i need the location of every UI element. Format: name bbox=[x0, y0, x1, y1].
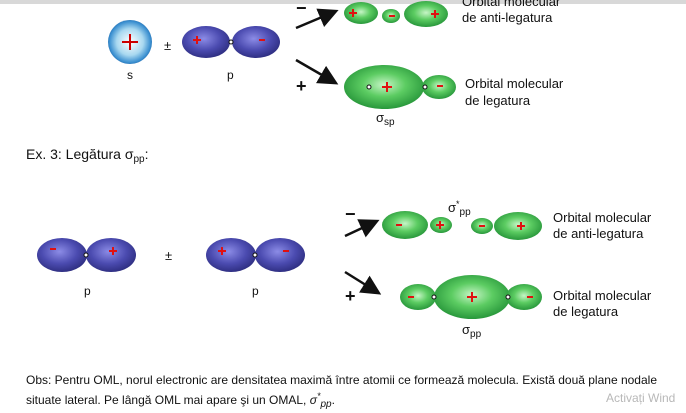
label-p-left: p bbox=[84, 284, 91, 298]
bonding-label-line1-section1: Orbital molecular bbox=[465, 76, 564, 91]
sigma-sp-label: σsp bbox=[376, 110, 395, 128]
plus-minus-section2: ± bbox=[165, 248, 173, 263]
plus-sign-section1: + bbox=[296, 76, 307, 96]
bonding-label-line2-section1: de legatura bbox=[465, 93, 531, 108]
arrow-bond-section2 bbox=[344, 270, 382, 295]
arrow-anti-section1 bbox=[295, 8, 339, 30]
p-orbital-section1 bbox=[182, 26, 280, 58]
antibonding-label-line1-section1: Orbital molecular bbox=[462, 0, 561, 9]
top-edge-bar bbox=[0, 0, 686, 4]
antibonding-label-line2-section1: de anti-legatura bbox=[462, 10, 553, 25]
plus-minus-section1: ± bbox=[164, 38, 172, 53]
sigma-star-pp-label: σ*pp bbox=[448, 199, 471, 218]
bonding-orbital-section1 bbox=[344, 65, 456, 109]
sigma-pp-label: σpp bbox=[462, 322, 482, 340]
p-orbital-left bbox=[37, 238, 136, 272]
minus-sign-section1: − bbox=[296, 0, 307, 18]
label-p-right: p bbox=[252, 284, 259, 298]
bonding-label-line2-section2: de legatura bbox=[553, 304, 619, 319]
activation-watermark: Activați Wind bbox=[606, 391, 676, 405]
plus-sign-section2: + bbox=[345, 286, 356, 306]
bonding-label-line1-section2: Orbital molecular bbox=[553, 288, 652, 303]
antibonding-orbital-section2 bbox=[382, 211, 542, 240]
arrow-anti-section2 bbox=[344, 219, 380, 238]
p-orbital-right bbox=[206, 238, 305, 272]
label-s: s bbox=[127, 68, 133, 82]
example-heading: Ex. 3: Legătura σpp: bbox=[26, 146, 149, 165]
arrow-bond-section1 bbox=[295, 58, 339, 85]
label-p-section1: p bbox=[227, 68, 234, 82]
s-orbital-sphere bbox=[108, 20, 152, 64]
bonding-orbital-section2 bbox=[400, 275, 542, 319]
antibonding-orbital-section1 bbox=[344, 1, 448, 27]
antibonding-label-line1-section2: Orbital molecular bbox=[553, 210, 652, 225]
minus-sign-section2: − bbox=[345, 204, 356, 224]
antibonding-label-line2-section2: de anti-legatura bbox=[553, 226, 644, 241]
observation-paragraph: Obs: Pentru OML, norul electronic are de… bbox=[26, 373, 657, 410]
